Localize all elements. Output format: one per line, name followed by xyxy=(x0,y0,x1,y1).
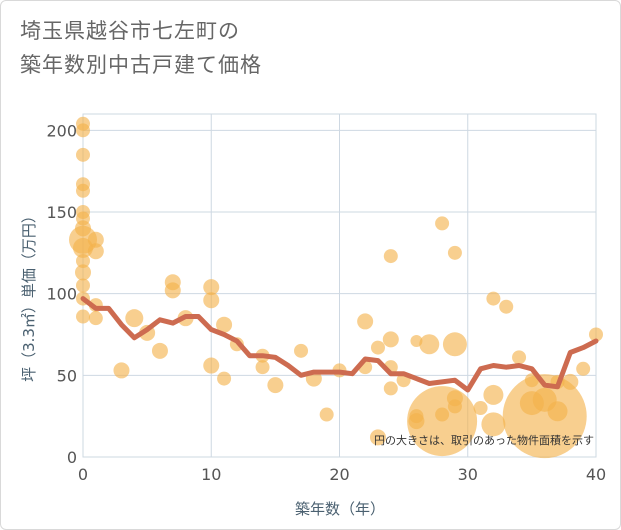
x-tick-label: 40 xyxy=(586,465,606,484)
bubble xyxy=(319,407,334,422)
y-tick-label: 50 xyxy=(57,366,77,385)
x-tick-label: 10 xyxy=(201,465,221,484)
chart-title-line1: 埼玉県越谷市七左町の xyxy=(20,19,240,43)
bubble xyxy=(419,334,440,355)
bubble xyxy=(435,216,450,231)
x-axis-label: 築年数（年） xyxy=(295,500,385,518)
bubble xyxy=(589,327,603,342)
bubble xyxy=(502,374,587,459)
bubble xyxy=(267,377,284,394)
bubble xyxy=(562,373,579,390)
bubble xyxy=(442,332,467,357)
bubble xyxy=(447,399,462,414)
chart-title: 埼玉県越谷市七左町の 築年数別中古戸建て価格 xyxy=(20,14,262,82)
bubble xyxy=(73,237,93,258)
chart-title-line2: 築年数別中古戸建て価格 xyxy=(20,53,262,77)
bubble xyxy=(382,331,399,348)
bubble xyxy=(164,282,181,299)
bubble xyxy=(76,147,90,162)
bubble xyxy=(217,371,232,386)
bubble-size-note: 円の大きさは、取引のあった物件面積を示す xyxy=(374,433,594,447)
y-tick-label: 200 xyxy=(46,121,77,140)
y-tick-label: 0 xyxy=(67,448,77,467)
x-tick-label: 20 xyxy=(329,465,349,484)
bubble xyxy=(447,245,462,260)
bubble xyxy=(125,309,144,328)
y-axis-label: 坪（3.3㎡）単価（万円） xyxy=(20,208,38,382)
bubble xyxy=(76,278,90,293)
bubble xyxy=(76,183,90,198)
bubble xyxy=(499,299,514,314)
bubble xyxy=(203,292,220,309)
bubble xyxy=(151,342,168,359)
x-tick-label: 0 xyxy=(78,465,88,484)
bubble xyxy=(481,412,506,437)
bubble xyxy=(216,316,233,333)
average-price-line xyxy=(80,296,599,393)
bubble xyxy=(203,279,220,296)
x-tick-label: 30 xyxy=(458,465,478,484)
bubble xyxy=(369,429,386,446)
bubble xyxy=(576,361,591,376)
bubble xyxy=(383,249,398,264)
bubble xyxy=(512,350,527,365)
bubble xyxy=(547,401,568,422)
bubble xyxy=(76,254,90,268)
tick-labels: 0 10 20 30 40 0 50 100 150 200 xyxy=(46,121,606,484)
y-tick-label: 150 xyxy=(46,203,77,222)
bubble xyxy=(486,291,501,306)
bubble xyxy=(87,231,104,248)
bubble xyxy=(87,243,104,260)
bubble xyxy=(383,381,398,396)
bubble xyxy=(76,309,90,324)
bubble xyxy=(483,384,504,405)
bubbles xyxy=(69,116,603,459)
bubble xyxy=(370,340,385,355)
bubble xyxy=(255,360,270,375)
bubble xyxy=(357,313,374,330)
bubble xyxy=(88,311,103,326)
bubble xyxy=(203,357,220,374)
bubble xyxy=(76,123,90,138)
bubble xyxy=(473,401,488,415)
bubble xyxy=(75,264,91,281)
bubble xyxy=(294,343,309,358)
bubble xyxy=(113,362,130,379)
y-tick-label: 100 xyxy=(46,285,77,304)
